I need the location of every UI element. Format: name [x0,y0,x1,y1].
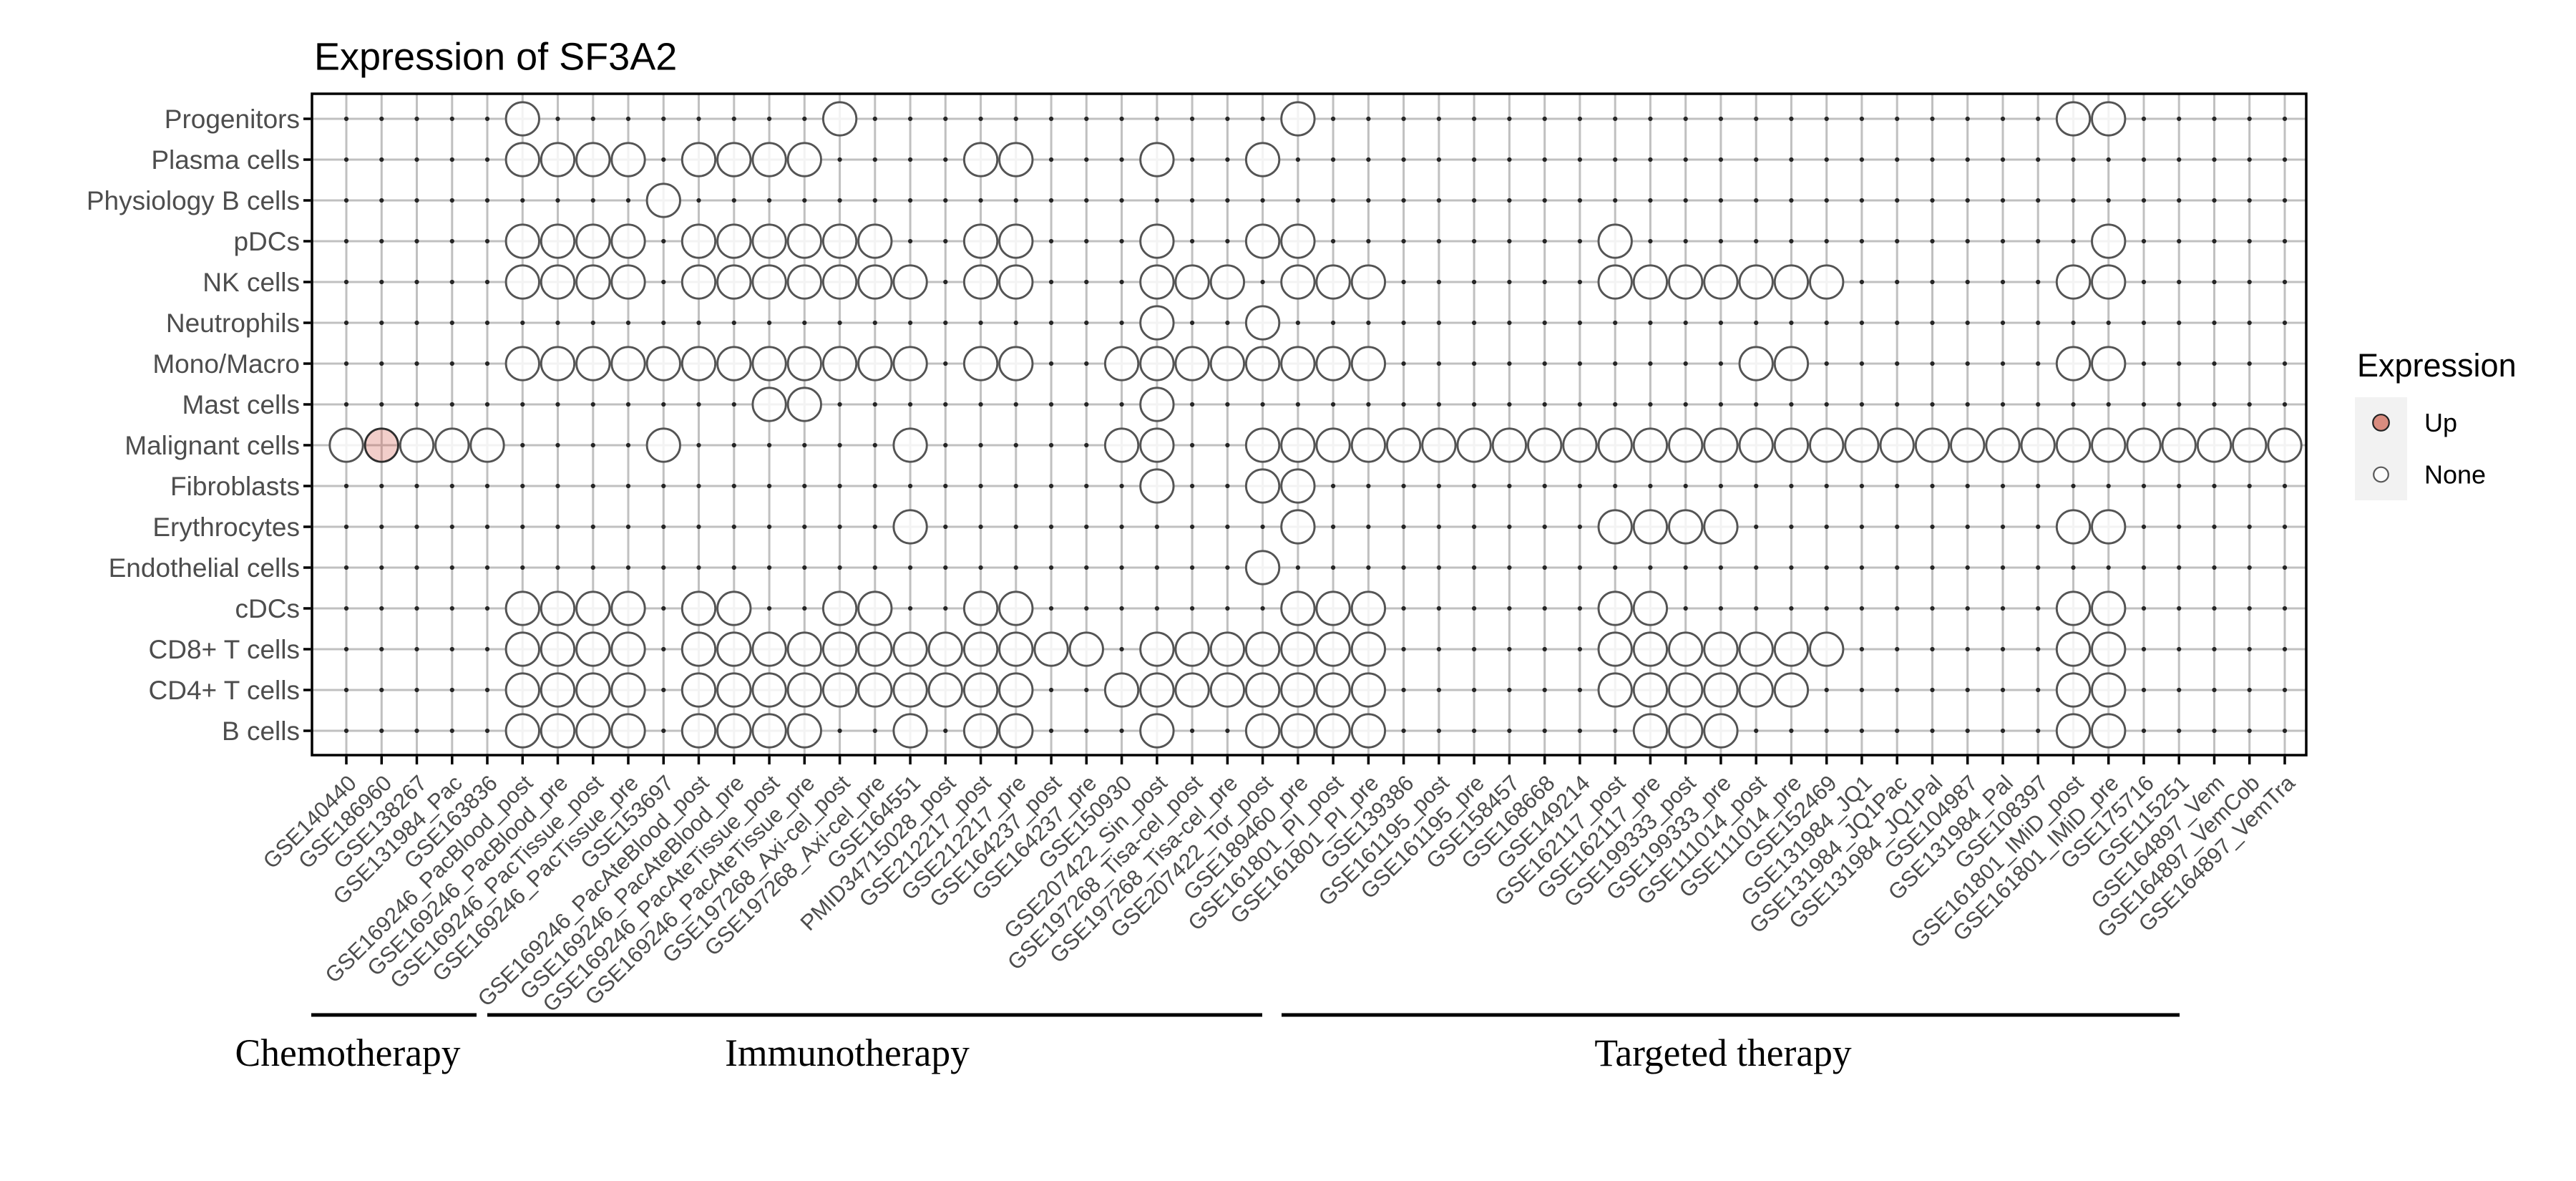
svg-text:Neutrophils: Neutrophils [166,308,300,338]
svg-text:None: None [2424,460,2486,490]
svg-text:cDCs: cDCs [235,594,300,623]
svg-text:Fibroblasts: Fibroblasts [170,472,300,501]
svg-text:CD4+ T cells: CD4+ T cells [149,676,300,705]
svg-text:Chemotherapy: Chemotherapy [235,1031,461,1074]
svg-text:Plasma cells: Plasma cells [151,145,300,175]
svg-text:Erythrocytes: Erythrocytes [152,512,300,542]
svg-text:Physiology B cells: Physiology B cells [87,186,300,215]
svg-text:Malignant cells: Malignant cells [125,431,300,460]
svg-text:NK cells: NK cells [203,268,300,297]
svg-text:CD8+ T cells: CD8+ T cells [149,635,300,664]
svg-text:Targeted therapy: Targeted therapy [1594,1031,1851,1074]
svg-text:Progenitors: Progenitors [165,105,300,134]
svg-text:pDCs: pDCs [233,227,300,256]
svg-text:B cells: B cells [222,716,300,746]
svg-text:Mono/Macro: Mono/Macro [152,349,300,379]
svg-text:Immunotherapy: Immunotherapy [725,1031,970,1074]
svg-text:Expression of SF3A2: Expression of SF3A2 [314,36,677,79]
svg-text:Mast cells: Mast cells [182,390,300,419]
svg-text:Expression: Expression [2357,347,2517,384]
svg-text:Up: Up [2424,408,2457,437]
svg-text:Endothelial cells: Endothelial cells [109,553,300,583]
